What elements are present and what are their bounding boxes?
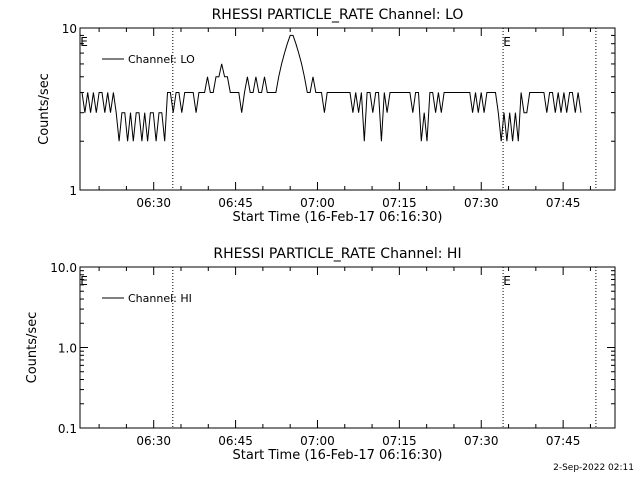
- x-tick-label: 06:30: [136, 196, 171, 210]
- x-tick-label: 06:45: [218, 196, 253, 210]
- x-tick-label: 07:15: [382, 434, 417, 448]
- x-axis-label: Start Time (16-Feb-17 06:16:30): [233, 210, 443, 225]
- x-tick-label: 07:15: [382, 196, 417, 210]
- x-tick-label: 07:45: [546, 434, 581, 448]
- footer-timestamp: 2-Sep-2022 02:11: [553, 463, 634, 473]
- y-tick-label: 1.0: [58, 342, 77, 356]
- eclipse-marker-label: E: [503, 35, 511, 49]
- chart-panel-2: RHESSI PARTICLE_RATE Channel: HI 06:30 06:…: [25, 246, 616, 463]
- series-line: [81, 34, 582, 142]
- x-tick-label: 06:45: [218, 434, 253, 448]
- y-tick-label: 10.0: [50, 261, 77, 275]
- plot-frame: [79, 27, 616, 191]
- y-tick-label: 1: [69, 184, 77, 198]
- x-tick-label: 07:30: [464, 196, 499, 210]
- eclipse-marker-label: E: [80, 274, 88, 288]
- x-tick-label: 07:45: [546, 196, 581, 210]
- x-tick-label: 07:30: [464, 434, 499, 448]
- y-tick-label: 0.1: [58, 422, 77, 436]
- legend-label: Channel: LO: [128, 53, 195, 66]
- y-axis-label: Counts/sec: [25, 312, 40, 384]
- eclipse-marker-label: E: [80, 35, 88, 49]
- y-tick-label: 10: [62, 22, 77, 36]
- x-axis-label: Start Time (16-Feb-17 06:16:30): [233, 448, 443, 463]
- eclipse-marker-label: E: [503, 274, 511, 288]
- x-tick-label: 06:30: [136, 434, 171, 448]
- x-tick-label: 07:00: [300, 196, 335, 210]
- chart-title: RHESSI PARTICLE_RATE Channel: HI: [213, 246, 461, 262]
- chart-panel-1: RHESSI PARTICLE_RATE Channel: LO 06:30 06:…: [37, 7, 616, 225]
- legend-label: Channel: HI: [128, 292, 192, 305]
- y-axis-label: Counts/sec: [37, 73, 52, 145]
- chart-title: RHESSI PARTICLE_RATE Channel: LO: [212, 7, 464, 23]
- x-tick-label: 07:00: [300, 434, 335, 448]
